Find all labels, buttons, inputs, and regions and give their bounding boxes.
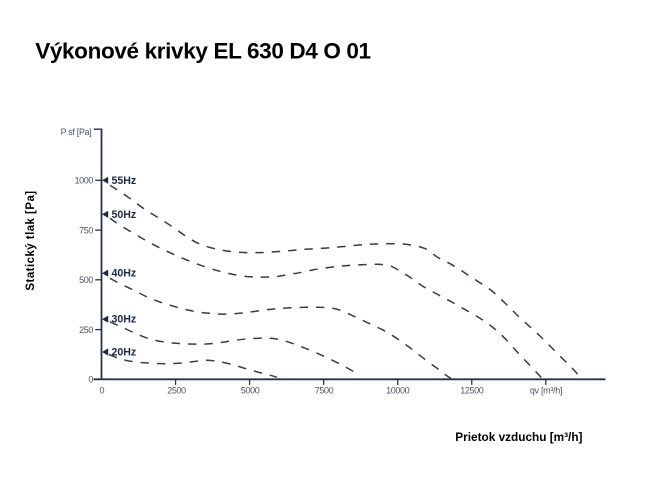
svg-text:2500: 2500	[167, 385, 186, 395]
svg-text:250: 250	[79, 325, 93, 335]
svg-text:12500: 12500	[460, 385, 483, 395]
svg-text:10000: 10000	[386, 385, 409, 395]
svg-text:50Hz: 50Hz	[112, 209, 137, 221]
svg-text:500: 500	[79, 275, 93, 285]
svg-text:1000: 1000	[75, 176, 94, 186]
svg-text:0: 0	[88, 375, 93, 385]
svg-text:Výkonové krivky EL 630 D4 O 01: Výkonové krivky EL 630 D4 O 01	[35, 38, 371, 63]
svg-text:30Hz: 30Hz	[112, 314, 137, 326]
svg-text:750: 750	[79, 225, 93, 235]
svg-text:0: 0	[99, 385, 104, 395]
svg-text:qv [m³/h]: qv [m³/h]	[530, 386, 562, 396]
svg-text:P sf [Pa]: P sf [Pa]	[61, 127, 92, 137]
svg-text:20Hz: 20Hz	[112, 347, 137, 359]
svg-text:40Hz: 40Hz	[112, 268, 137, 280]
svg-text:7500: 7500	[315, 385, 334, 395]
svg-text:Prietok vzduchu [m³/h]: Prietok vzduchu [m³/h]	[455, 430, 582, 444]
svg-text:5000: 5000	[241, 385, 260, 395]
svg-text:Statický tlak [Pa]: Statický tlak [Pa]	[25, 190, 37, 290]
svg-text:55Hz: 55Hz	[112, 175, 137, 187]
